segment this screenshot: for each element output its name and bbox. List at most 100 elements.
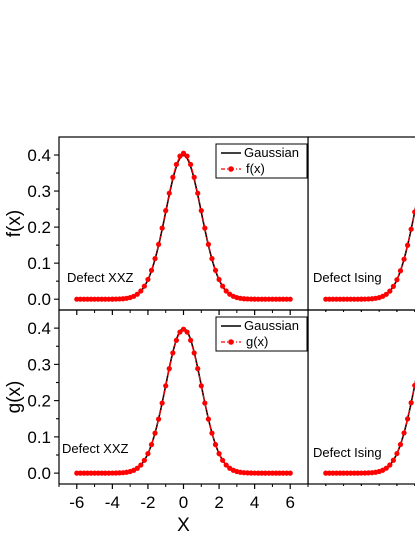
series-marker-f(x)	[166, 190, 172, 196]
series-marker-f(x)	[95, 296, 101, 302]
x-axis-title: X	[177, 515, 190, 536]
series-marker-f(x)	[81, 296, 87, 302]
legend-box	[215, 143, 308, 179]
series-marker-f(x)	[102, 296, 108, 302]
series-marker-f(x)	[351, 296, 357, 302]
series-marker-g(x)	[134, 465, 140, 471]
x-tick-label: -4	[105, 493, 120, 512]
series-marker-g(x)	[173, 337, 179, 343]
x-tick-label: -4	[354, 493, 369, 512]
series-marker-g(x)	[202, 400, 208, 406]
y-tick-label: 0.4	[27, 319, 51, 338]
panel-bottom-right: -6 -4 -2 Defect Ising	[308, 309, 415, 512]
y-tick-label: 0.1	[27, 254, 51, 273]
series-marker-f(x)	[177, 153, 183, 159]
series-marker-g(x)	[77, 470, 83, 476]
series-marker-f(x)	[280, 296, 286, 302]
panel-bottom-left: 0.0 0.1 0.2 0.3 0.4 -6 -4 -2 0 2 4 6 g(x) X Defect XXZ…	[4, 309, 309, 536]
series-marker-f(x)	[216, 276, 222, 283]
series-marker-g(x)	[148, 442, 155, 448]
series-marker-f(x)	[397, 268, 404, 274]
series-marker-f(x)	[184, 153, 190, 159]
series-marker-f(x)	[326, 296, 332, 302]
y-axis-title: g(x)	[4, 381, 25, 414]
series-marker-g(x)	[81, 470, 87, 476]
series-marker-g(x)	[159, 400, 165, 406]
x-tick-label: -6	[318, 493, 333, 512]
series-marker-g(x)	[170, 350, 176, 356]
series-marker-g(x)	[383, 465, 389, 471]
series-marker-g(x)	[326, 470, 332, 476]
x-tick-label: -6	[69, 493, 84, 512]
series-marker-f(x)	[173, 161, 179, 168]
series-marker-g(x)	[152, 430, 158, 436]
series-marker-g(x)	[163, 383, 169, 389]
series-marker-f(x)	[145, 276, 151, 283]
series-marker-f(x)	[159, 225, 165, 231]
y-axis-title: f(x)	[4, 210, 25, 237]
x-tick-label: -2	[140, 493, 155, 512]
series-marker-g(x)	[344, 470, 350, 476]
series-marker-f(x)	[88, 296, 94, 302]
panel-annotation: Defect XXZ	[62, 441, 129, 456]
y-tick-label: 0.2	[27, 218, 51, 237]
panel-annotation: Defect Ising	[313, 445, 382, 460]
series-marker-f(x)	[191, 174, 197, 180]
series-marker-f(x)	[255, 296, 261, 302]
legend-swatch-marker	[228, 166, 234, 172]
series-marker-f(x)	[148, 267, 155, 273]
series-marker-f(x)	[156, 241, 162, 247]
series-marker-f(x)	[337, 296, 343, 302]
series-marker-f(x)	[138, 288, 144, 294]
series-marker-g(x)	[287, 470, 293, 476]
y-tick-label: 0.2	[27, 392, 51, 411]
series-marker-g(x)	[387, 462, 393, 468]
series-marker-g(x)	[408, 400, 414, 406]
series-marker-f(x)	[163, 208, 169, 214]
series-marker-g(x)	[145, 451, 151, 457]
x-tick-label: 0	[179, 493, 188, 512]
series-marker-g(x)	[220, 457, 226, 463]
series-marker-f(x)	[276, 296, 283, 302]
series-marker-f(x)	[220, 283, 226, 289]
series-marker-g(x)	[269, 470, 276, 476]
series-marker-f(x)	[262, 296, 268, 302]
series-marker-g(x)	[141, 457, 147, 463]
series-marker-g(x)	[88, 470, 94, 476]
series-marker-f(x)	[405, 242, 411, 248]
y-tick-label: 0.4	[27, 146, 51, 165]
x-tick-label: 4	[250, 493, 259, 512]
series-marker-f(x)	[91, 296, 98, 302]
series-marker-g(x)	[340, 470, 347, 476]
y-tick-label: 0.0	[27, 290, 51, 309]
series-marker-g(x)	[184, 329, 190, 335]
series-marker-f(x)	[223, 288, 229, 294]
series-marker-g(x)	[394, 450, 400, 457]
series-marker-g(x)	[209, 430, 215, 436]
series-marker-g(x)	[223, 462, 229, 468]
series-marker-f(x)	[344, 296, 350, 302]
series-marker-f(x)	[134, 291, 140, 297]
legend-label: g(x)	[246, 334, 268, 349]
series-marker-f(x)	[394, 277, 400, 283]
series-marker-f(x)	[387, 288, 393, 294]
panel-annotation: Defect XXZ	[67, 270, 134, 285]
series-marker-g(x)	[191, 350, 197, 356]
series-marker-g(x)	[276, 470, 283, 476]
series-marker-f(x)	[412, 209, 415, 215]
series-marker-g(x)	[195, 366, 201, 372]
y-tick-label: 0.3	[27, 182, 51, 201]
legend-box	[215, 316, 308, 352]
series-marker-f(x)	[170, 174, 176, 180]
panel-top-right: Defect Ising	[308, 136, 415, 312]
series-marker-f(x)	[269, 296, 276, 302]
series-marker-f(x)	[180, 150, 187, 156]
series-marker-f(x)	[205, 241, 211, 247]
series-marker-g(x)	[280, 470, 286, 476]
legend-swatch-marker	[228, 339, 234, 345]
series-marker-g(x)	[412, 382, 415, 389]
series-marker-g(x)	[266, 470, 272, 476]
series-marker-f(x)	[188, 161, 194, 168]
series-marker-f(x)	[141, 283, 147, 289]
